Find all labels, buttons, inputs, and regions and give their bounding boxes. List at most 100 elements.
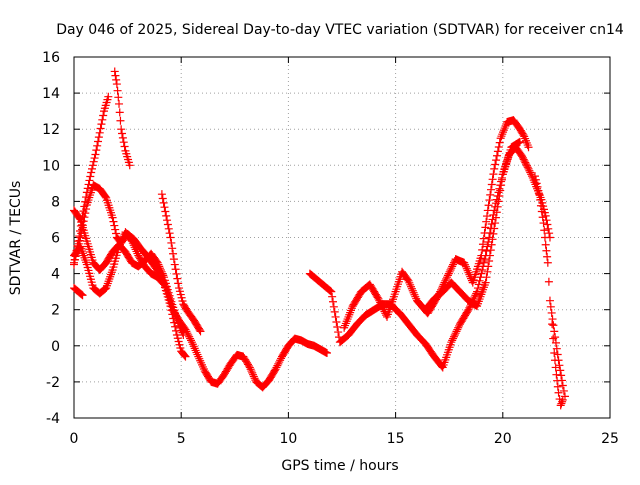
data-point	[525, 166, 534, 175]
data-point	[449, 334, 458, 343]
data-point	[553, 382, 562, 391]
data-point	[118, 129, 127, 138]
data-point	[88, 164, 97, 173]
data-point	[485, 251, 494, 260]
data-point	[334, 328, 343, 337]
data-point	[73, 241, 82, 250]
data-point	[492, 151, 501, 160]
data-point	[448, 262, 457, 271]
data-point	[88, 161, 97, 170]
data-point	[116, 238, 125, 247]
data-point	[489, 170, 498, 179]
data-point	[272, 363, 281, 372]
data-point	[543, 258, 552, 267]
x-axis-label: GPS time / hours	[281, 458, 398, 474]
data-point	[491, 160, 500, 169]
data-point	[551, 363, 560, 372]
data-point	[501, 122, 510, 131]
data-point	[129, 241, 138, 250]
x-tick-label: 25	[601, 431, 619, 447]
data-point	[481, 278, 490, 287]
data-point	[494, 188, 503, 197]
data-point	[519, 130, 528, 139]
data-point	[540, 233, 549, 242]
data-point	[377, 302, 386, 311]
data-point	[111, 225, 120, 234]
series-track-h	[305, 143, 554, 372]
data-point	[485, 233, 494, 242]
data-point	[328, 297, 337, 306]
data-point	[188, 340, 197, 349]
data-point	[482, 212, 491, 221]
data-point	[533, 182, 542, 191]
data-point	[131, 245, 140, 254]
data-point	[116, 116, 125, 125]
data-point	[169, 255, 178, 264]
data-point	[495, 191, 504, 200]
y-tick-label: 0	[51, 339, 60, 355]
data-point	[547, 308, 556, 317]
data-point	[549, 321, 558, 330]
y-tick-label: 6	[51, 231, 60, 247]
data-points	[70, 67, 569, 410]
data-point	[246, 365, 255, 374]
data-point	[87, 168, 96, 177]
data-point	[180, 351, 189, 360]
data-point	[156, 264, 165, 273]
data-point	[276, 356, 285, 365]
data-point	[552, 344, 561, 353]
data-point	[325, 286, 334, 295]
y-tick-label: 10	[42, 158, 60, 174]
data-point	[172, 269, 181, 278]
data-point	[552, 370, 561, 379]
data-point	[110, 67, 119, 76]
data-point	[490, 224, 499, 233]
axis-ticks: 0 5 10 15 20 25 -4 -2 0 2 4 6 8 10 12 14 16	[42, 50, 619, 447]
data-point	[538, 213, 547, 222]
data-point	[194, 352, 203, 361]
data-point	[162, 211, 171, 220]
data-point	[453, 325, 462, 334]
data-point	[451, 329, 460, 338]
data-point	[169, 249, 178, 258]
data-point	[376, 298, 385, 307]
data-point	[173, 274, 182, 283]
data-point	[477, 251, 486, 260]
data-point	[153, 258, 162, 267]
data-point	[464, 305, 473, 314]
data-point	[447, 338, 456, 347]
x-tick-label: 5	[177, 431, 186, 447]
data-point	[550, 356, 559, 365]
data-point	[449, 260, 458, 269]
data-point	[530, 172, 539, 181]
data-point	[540, 226, 549, 235]
series-track-e	[110, 67, 134, 170]
data-point	[492, 156, 501, 165]
data-point	[159, 198, 168, 207]
data-point	[486, 190, 495, 199]
data-point	[113, 86, 122, 95]
data-point	[446, 265, 455, 274]
data-point	[119, 138, 128, 147]
data-point	[488, 175, 497, 184]
data-point	[544, 224, 553, 233]
data-point	[454, 323, 463, 332]
data-point	[154, 260, 163, 269]
data-point	[77, 290, 86, 299]
data-point	[159, 279, 168, 288]
data-point	[462, 264, 471, 273]
data-point	[86, 172, 95, 181]
data-point	[83, 184, 92, 193]
data-point	[196, 327, 205, 336]
data-point	[404, 276, 413, 285]
data-point	[271, 365, 280, 374]
data-point	[171, 322, 180, 331]
data-point	[545, 229, 554, 238]
data-point	[170, 260, 179, 269]
y-tick-label: 14	[42, 86, 60, 102]
data-point	[487, 180, 496, 189]
data-point	[82, 193, 91, 202]
data-point	[127, 237, 136, 246]
data-point	[440, 278, 449, 287]
